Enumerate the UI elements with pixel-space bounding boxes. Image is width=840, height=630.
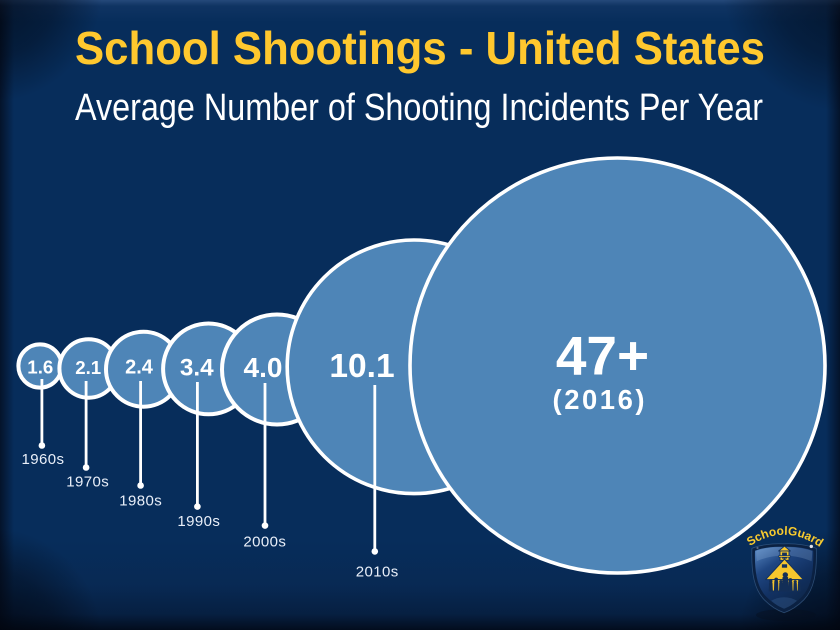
svg-text:3.4: 3.4 (180, 355, 214, 382)
svg-text:1.6: 1.6 (27, 357, 53, 378)
svg-text:2.1: 2.1 (75, 357, 101, 378)
svg-text:Average Number of Shooting Inc: Average Number of Shooting Incidents Per… (75, 86, 763, 128)
svg-text:47+: 47+ (556, 324, 649, 386)
svg-text:School Shootings - United Stat: School Shootings - United States (75, 22, 765, 74)
svg-text:1960s: 1960s (22, 451, 65, 468)
svg-text:1980s: 1980s (119, 493, 162, 510)
svg-text:2000s: 2000s (243, 534, 286, 551)
svg-text:2010s: 2010s (356, 564, 399, 581)
svg-text:1970s: 1970s (66, 474, 109, 491)
svg-text:4.0: 4.0 (244, 352, 283, 383)
svg-text:1990s: 1990s (177, 513, 220, 530)
svg-text:10.1: 10.1 (329, 348, 394, 385)
svg-text:2.4: 2.4 (125, 357, 154, 379)
